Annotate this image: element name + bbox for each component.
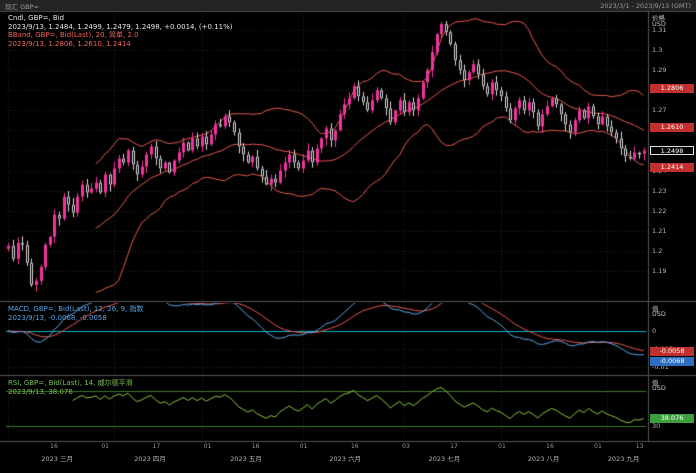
x-axis-month-label: 2023 三月	[41, 455, 73, 463]
rsi-panel-legend: RSI, GBP=, Bid(Last), 14, 威尔德平滑 2023/9/1…	[8, 379, 133, 396]
window-titlebar: 现汇 GBP= 2023/3/1 - 2023/9/13 (GMT)	[0, 0, 696, 11]
y-axis-tick: 1.21	[652, 226, 667, 235]
rsi-axis-unit: USD	[652, 384, 666, 392]
x-axis-day-tick: 16	[350, 443, 359, 450]
y-axis-tick: 30	[652, 421, 661, 430]
x-axis-day-tick: 16	[50, 443, 58, 450]
x-axis-month-label: 2023 四月	[134, 455, 166, 463]
rsi-legend-line[interactable]: RSI, GBP=, Bid(Last), 14, 威尔德平滑	[8, 379, 133, 387]
x-axis: 16 01 17 01 16 01 16 03 17 01 16 01 13 2023 三月 2023 四月…	[0, 442, 696, 472]
y-axis-tick: 1.2	[652, 246, 663, 255]
date-range-label: 2023/3/1 - 2023/9/13 (GMT)	[600, 1, 691, 10]
x-axis-month-label: 2023 六月	[329, 455, 361, 463]
price-axis-title: 价格	[652, 14, 665, 22]
bband-legend-line[interactable]: BBand, GBP=, Bid(Last), 20, 简单, 2.0	[8, 31, 139, 40]
x-axis-day-tick: 01	[594, 443, 602, 450]
y-axis-tick: -0.01	[652, 362, 669, 371]
macd-panel-legend: MACD, GBP=, Bid(Last), 12, 26, 9, 指数 202…	[8, 305, 144, 322]
macd-axis-title: 值	[652, 305, 659, 313]
x-axis-day-tick: 01	[203, 443, 212, 450]
macd-axis-unit: USD	[652, 310, 666, 318]
right-axis-column: 价格 USD 值 USD 值 USD 1.19 1.2 1.21 1.22 1.23 1.…	[650, 0, 696, 473]
y-axis-tick: 1.23	[652, 186, 667, 195]
rsi-value-badge: 38.076	[650, 413, 694, 423]
y-axis-tick: 1.22	[652, 206, 667, 215]
bband-values-line: 2023/9/13, 1.2806, 1.2610, 1.2414	[8, 39, 131, 48]
x-axis-day-tick: 01	[101, 443, 110, 450]
x-axis-day-tick: 01	[299, 443, 308, 450]
x-axis-day-tick: 17	[152, 443, 161, 450]
candle-legend-line[interactable]: Cndl, GBP=, Bid	[8, 14, 65, 22]
macd-value-badge: -0.0068	[650, 356, 694, 366]
x-axis-month-label: 2023 五月	[230, 455, 262, 463]
y-axis-tick: 1.29	[652, 66, 667, 75]
y-axis-tick: 1.27	[652, 106, 667, 115]
y-axis-tick: 1.19	[652, 266, 667, 275]
macd-legend-line[interactable]: MACD, GBP=, Bid(Last), 12, 26, 9, 指数	[8, 305, 144, 313]
x-axis-day-tick: 03	[402, 443, 410, 450]
instrument-title: 现汇 GBP=	[5, 2, 39, 11]
price-value-badge: 1.2610	[650, 123, 694, 133]
candle-values-line: 2023/9/13, 1.2484, 1.2499, 1.2479, 1.249…	[8, 22, 233, 31]
x-axis-day-tick: 17	[450, 443, 458, 450]
rsi-values-line: 2023/9/13, 38.076	[8, 387, 73, 396]
x-axis-month-label: 2023 九月	[607, 455, 640, 463]
macd-value-badge: -0.0058	[650, 346, 694, 356]
price-value-badge: 1.2414	[650, 162, 694, 172]
x-axis-day-tick: 16	[251, 443, 260, 450]
y-axis-tick: 0	[652, 326, 657, 335]
price-value-badge: 1.2498	[650, 145, 694, 155]
price-axis-unit: USD	[652, 20, 666, 28]
x-axis-day-tick: 01	[498, 443, 506, 450]
x-axis-day-tick: 13	[635, 443, 644, 450]
x-axis-month-label: 2023 七月	[428, 455, 461, 463]
y-axis-tick: 1.3	[652, 46, 663, 55]
x-axis-month-label: 2023 八月	[527, 455, 560, 463]
price-panel-legend: Cndl, GBP=, Bid 2023/9/13, 1.2484, 1.249…	[8, 14, 233, 48]
macd-values-line: 2023/9/13, -0.0068, -0.0058	[8, 313, 107, 322]
x-axis-day-tick: 16	[546, 443, 554, 450]
price-value-badge: 1.2806	[650, 84, 694, 94]
rsi-axis-title: 值	[652, 379, 659, 387]
y-axis-tick: 1.31	[652, 26, 667, 35]
